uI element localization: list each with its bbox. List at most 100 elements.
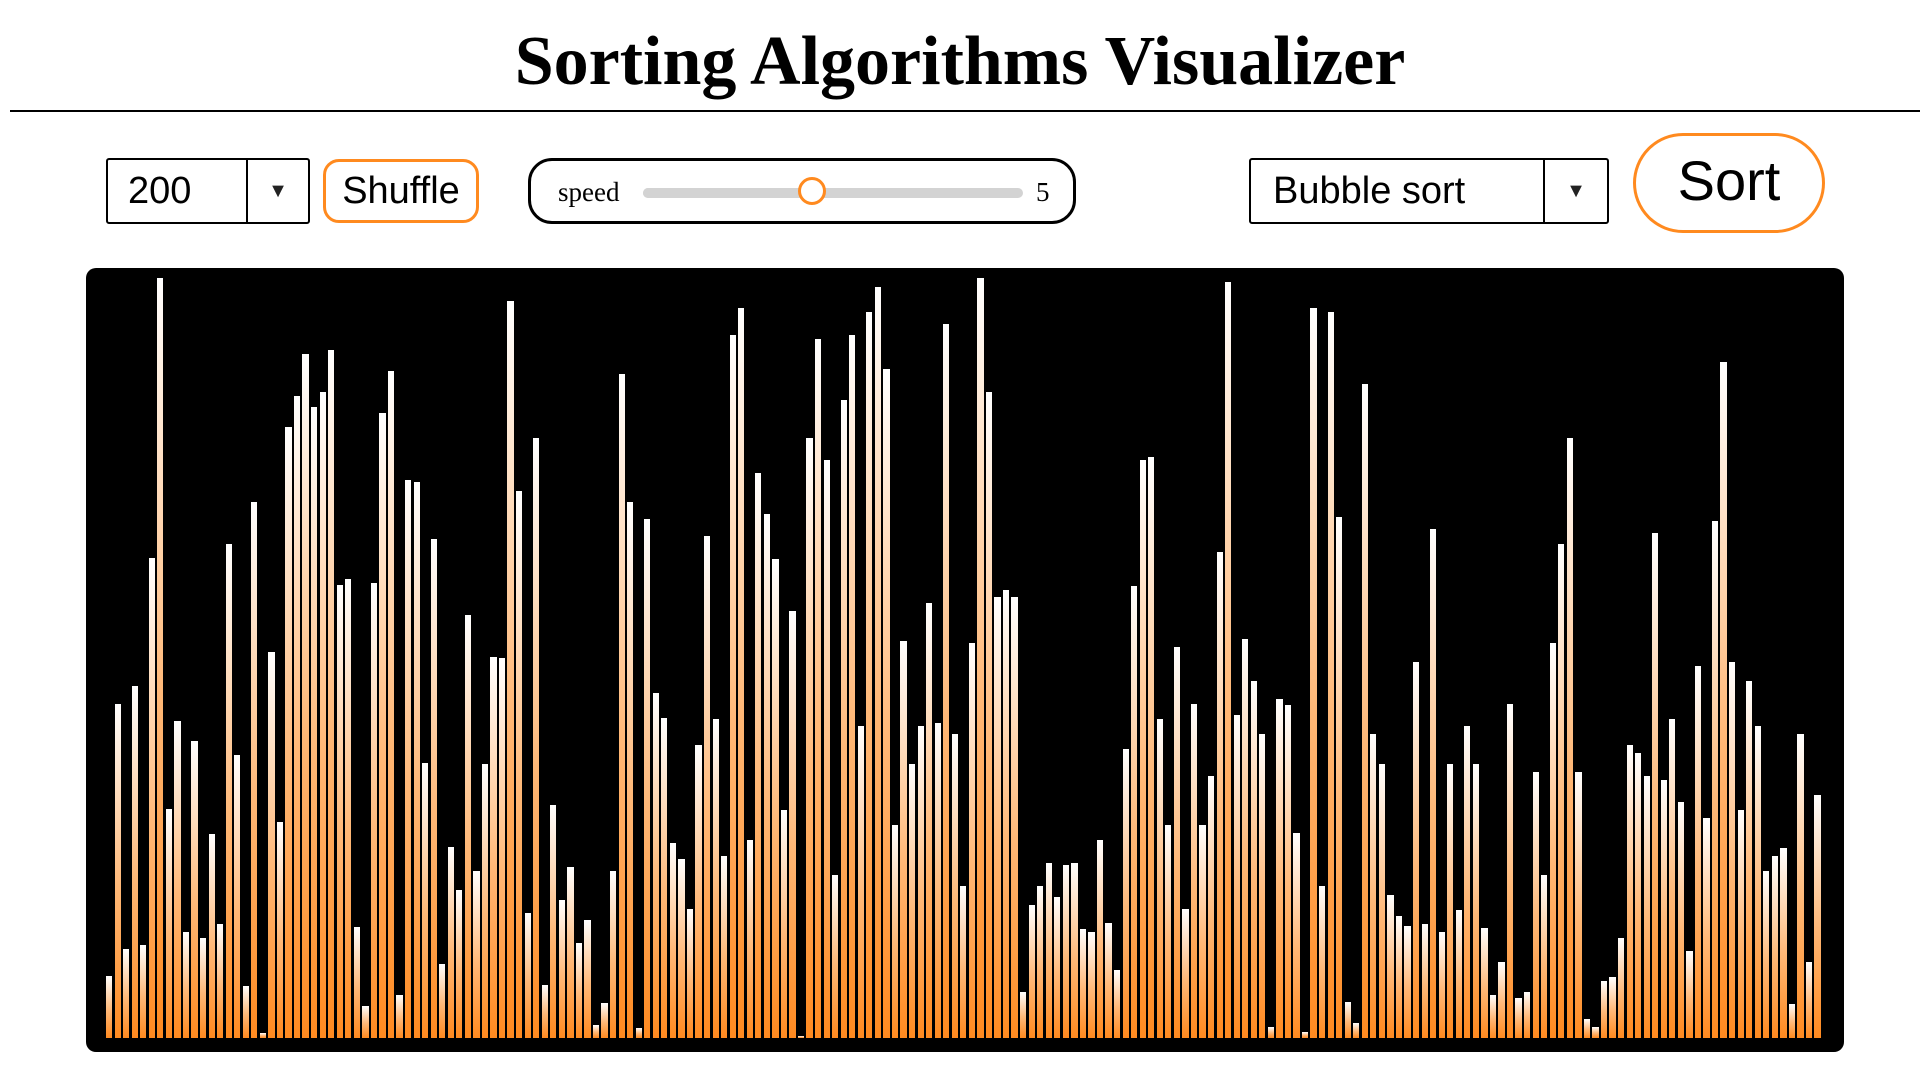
array-bar [926,603,933,1038]
array-bar [951,734,958,1038]
array-bar [1002,589,1010,1038]
array-bar [464,614,471,1038]
array-bar [618,373,625,1038]
array-bar [1045,863,1052,1038]
array-bar [627,502,634,1038]
array-bar [208,834,215,1038]
array-bar [234,755,241,1038]
array-bar [772,559,779,1038]
array-bar [789,610,796,1038]
array-bar [1156,718,1163,1038]
array-bar [1412,661,1420,1038]
array-bar [934,722,941,1038]
array-bar [1395,916,1403,1038]
speed-slider[interactable] [643,177,1023,205]
array-bar [1694,665,1702,1038]
triangle-down-icon[interactable]: ▼ [1543,160,1607,222]
array-bar [1754,726,1761,1038]
array-bar [1267,1026,1274,1038]
array-bar [1173,646,1181,1038]
speed-slider-fill [643,188,812,198]
array-bar [1421,924,1428,1038]
array-bar [131,686,138,1038]
array-bar [370,582,378,1038]
array-bar [763,513,770,1038]
array-bar [353,927,360,1038]
array-bar [1626,745,1633,1038]
array-bar [182,932,190,1038]
array-bar [1583,1019,1591,1038]
array-bar [319,392,326,1038]
array-bar [1506,703,1514,1038]
array-bar [1660,779,1667,1038]
array-bar [1182,908,1189,1038]
array-bar [738,308,745,1038]
array-bar [1652,532,1659,1038]
array-bar [721,855,728,1038]
array-size-value: 200 [128,169,192,212]
array-bar [524,912,531,1038]
array-bar [1139,460,1146,1038]
array-bar [199,937,207,1038]
array-bar [1113,969,1121,1038]
array-bar [1190,703,1198,1038]
array-bar [430,538,437,1038]
array-bar [1455,910,1462,1038]
array-bar [567,867,574,1038]
speed-value: 5 [1036,177,1050,207]
array-bar [1225,281,1232,1038]
speed-control: speed 5 [528,158,1076,224]
array-bar [1703,817,1710,1038]
array-bar [1336,516,1343,1038]
array-bar [456,889,463,1038]
array-bar [1515,997,1522,1038]
array-bar [533,437,540,1038]
array-bar [1327,312,1334,1038]
array-bar [644,518,651,1038]
shuffle-button[interactable]: Shuffle [323,159,479,223]
array-bar [1669,718,1676,1038]
array-bar [148,557,155,1038]
array-bar [1438,931,1445,1038]
array-bar [900,641,907,1038]
array-bar [610,870,617,1038]
array-bar [1524,992,1531,1038]
array-bar [498,658,506,1038]
array-bar [601,1003,608,1038]
array-bar [1720,361,1727,1038]
array-bar [311,407,318,1038]
array-bar [293,395,301,1038]
array-bar [1600,981,1608,1038]
array-bar [285,427,292,1038]
array-bar [874,287,882,1038]
algorithm-select[interactable]: Bubble sort ▼ [1249,158,1609,224]
array-bar [268,651,275,1038]
array-bar [1054,897,1061,1038]
array-bar [832,874,839,1038]
array-bar [1532,772,1539,1038]
array-bar [1430,528,1437,1038]
array-bar [387,370,395,1038]
array-bar [1284,705,1292,1038]
array-bar [413,481,420,1038]
array-bar [960,886,967,1038]
array-size-select[interactable]: 200 ▼ [106,158,310,224]
array-bar [985,392,993,1038]
array-bar [1037,886,1044,1038]
array-bar [1617,937,1625,1038]
array-bar [490,656,497,1038]
array-bar [1711,521,1719,1038]
sort-button[interactable]: Sort [1633,133,1825,233]
array-bar [1276,699,1283,1038]
array-bar [1378,764,1386,1038]
triangle-down-icon[interactable]: ▼ [246,160,308,222]
array-bar [276,822,284,1038]
array-bar [584,920,591,1038]
array-bar [1592,1026,1599,1038]
array-bar [695,745,702,1038]
speed-slider-thumb[interactable] [797,177,826,205]
array-bar [1088,931,1095,1038]
array-bar [1122,749,1129,1038]
array-bar [1447,764,1454,1038]
array-bar [652,693,659,1038]
